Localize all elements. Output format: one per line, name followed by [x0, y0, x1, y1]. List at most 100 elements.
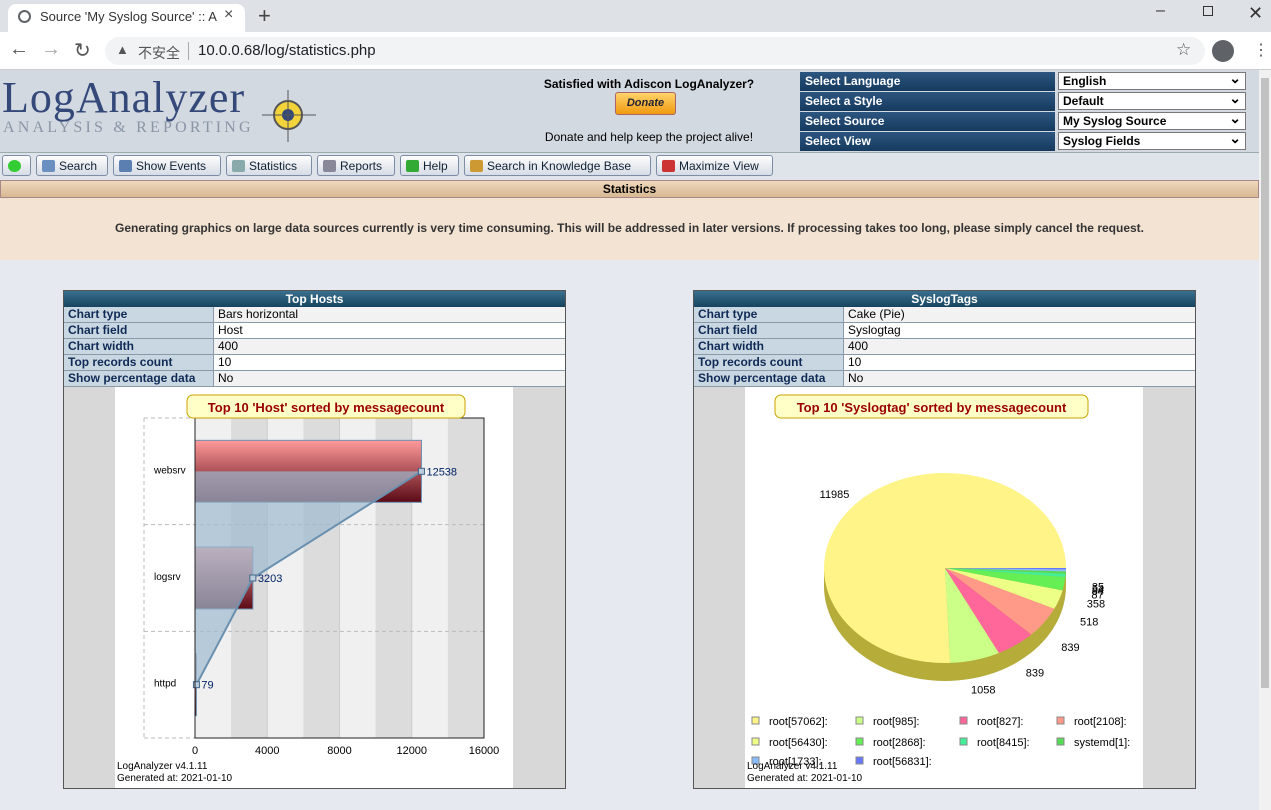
security: 不安全	[138, 45, 180, 61]
menu-button[interactable]: Help	[400, 155, 459, 176]
menu-button[interactable]: Maximize View	[656, 155, 773, 176]
point	[192, 681, 200, 689]
slice-label: 358	[1087, 599, 1105, 611]
warning-icon: ▲	[116, 42, 129, 57]
value-area	[195, 471, 422, 685]
grid-band	[447, 418, 484, 738]
point	[417, 467, 425, 475]
slice-label: 518	[1080, 617, 1098, 629]
menu-label: Search	[59, 159, 98, 173]
pie-slice	[945, 568, 1055, 635]
selector-label: Select a Style	[800, 92, 1055, 111]
logo-sub: ANALYSIS & REPORTING	[3, 119, 254, 136]
minimize[interactable]: –	[1156, 2, 1165, 19]
setting-label: Chart type	[694, 307, 844, 323]
menu-icon	[119, 160, 132, 172]
donate-button[interactable]: Donate	[615, 92, 676, 115]
setting-label: Show percentage data	[64, 371, 214, 387]
x-tick-label: 16000	[469, 745, 500, 757]
legend-label: root[985]:	[873, 716, 919, 728]
notice: Generating graphics on large data source…	[115, 221, 1144, 235]
setting-label: Chart field	[694, 323, 844, 339]
legend-swatch	[855, 716, 864, 725]
selector-dropdown[interactable]: My Syslog Source ⌄	[1058, 110, 1246, 130]
menu-button[interactable]: Reports	[317, 155, 395, 176]
reload[interactable]: ↻	[74, 40, 91, 62]
menu[interactable]: ⋮	[1253, 42, 1269, 59]
panel-title: SyslogTags	[694, 291, 1195, 307]
selector-dropdown[interactable]: Syslog Fields ⌄	[1058, 130, 1246, 150]
back[interactable]: ←	[9, 38, 29, 60]
menu-label: Maximize View	[679, 159, 759, 173]
menu-label: Reports	[340, 159, 383, 173]
menu-button[interactable]: Statistics	[226, 155, 312, 176]
legend-swatch	[959, 716, 968, 725]
legend-swatch	[855, 756, 864, 765]
chart-title: Top 10 'Syslogtag' sorted by messagecoun…	[797, 400, 1067, 415]
close[interactable]: ✕	[1248, 3, 1264, 23]
setting-label: Chart width	[64, 339, 214, 355]
slice-label: 11985	[820, 489, 850, 501]
slice-label: 839	[1026, 668, 1044, 680]
slice-label: 1058	[971, 685, 995, 697]
selector-dropdown[interactable]: Default ⌄	[1058, 90, 1246, 110]
home-button[interactable]	[2, 155, 31, 176]
slice-label: 35	[1092, 582, 1104, 594]
menu-icon	[232, 160, 245, 172]
value-label: 3203	[258, 573, 282, 585]
menu-button[interactable]: Search in Knowledge Base	[464, 155, 651, 176]
pie-slice	[823, 473, 1066, 663]
dropdown-arrow: ⌄	[1229, 130, 1241, 146]
setting-value: 400	[214, 339, 565, 355]
menu-label: Show Events	[136, 159, 207, 173]
address-bar[interactable]	[105, 37, 1205, 65]
dropdown-arrow: ⌄	[1229, 70, 1241, 86]
setting-value: No	[844, 371, 1195, 387]
legend-label: root[57062]:	[769, 716, 828, 728]
favicon	[18, 10, 31, 23]
setting-label: Show percentage data	[694, 371, 844, 387]
scrollbar[interactable]	[1259, 70, 1271, 810]
page-title: Statistics	[0, 180, 1259, 198]
category-label: logsrv	[154, 572, 181, 583]
legend-label: root[827]:	[977, 716, 1023, 728]
dropdown-arrow: ⌄	[1229, 90, 1241, 106]
menu-button[interactable]: Show Events	[113, 155, 221, 176]
pie-slice	[945, 568, 1066, 591]
value-label: 12538	[426, 466, 457, 478]
legend-swatch	[1056, 737, 1065, 746]
value-label: 79	[201, 680, 213, 692]
chart-title: Top 10 'Host' sorted by messagecount	[208, 400, 445, 415]
setting-label: Chart type	[64, 307, 214, 323]
legend-label: root[2868]:	[873, 737, 926, 749]
forward[interactable]: →	[41, 38, 61, 60]
chart-footer: Generated at: 2021-01-10	[117, 773, 233, 784]
setting-value: No	[214, 371, 565, 387]
setting-label: Chart field	[64, 323, 214, 339]
panel-title: Top Hosts	[64, 291, 565, 307]
legend-label: root[8415]:	[977, 737, 1030, 749]
tab-close[interactable]: ×	[224, 6, 234, 23]
separator	[188, 42, 189, 60]
legend-swatch	[751, 737, 760, 746]
selector-dropdown[interactable]: English ⌄	[1058, 70, 1246, 90]
chart-title-box	[186, 394, 466, 419]
setting-value: Cake (Pie)	[844, 307, 1195, 323]
notice-box	[0, 198, 1259, 260]
x-tick-label: 12000	[396, 745, 427, 757]
tab[interactable]	[8, 4, 245, 32]
legend-swatch	[1056, 716, 1065, 725]
menu-button[interactable]: Search	[36, 155, 108, 176]
new-tab[interactable]: +	[258, 3, 271, 28]
menu-label: Statistics	[249, 159, 298, 173]
menu-icon	[662, 160, 675, 172]
chart-footer: Generated at: 2021-01-10	[747, 773, 863, 784]
chart: 0 4000 8000 12000 16000 12538 websrv 3203 logsrv…	[117, 394, 500, 784]
category-label: httpd	[154, 679, 176, 690]
logo: LogAnalyzer	[2, 73, 246, 122]
profile[interactable]	[1212, 40, 1234, 62]
menu-icon	[42, 160, 55, 172]
bookmark[interactable]: ☆	[1176, 40, 1192, 59]
maximize[interactable]	[1203, 6, 1213, 16]
